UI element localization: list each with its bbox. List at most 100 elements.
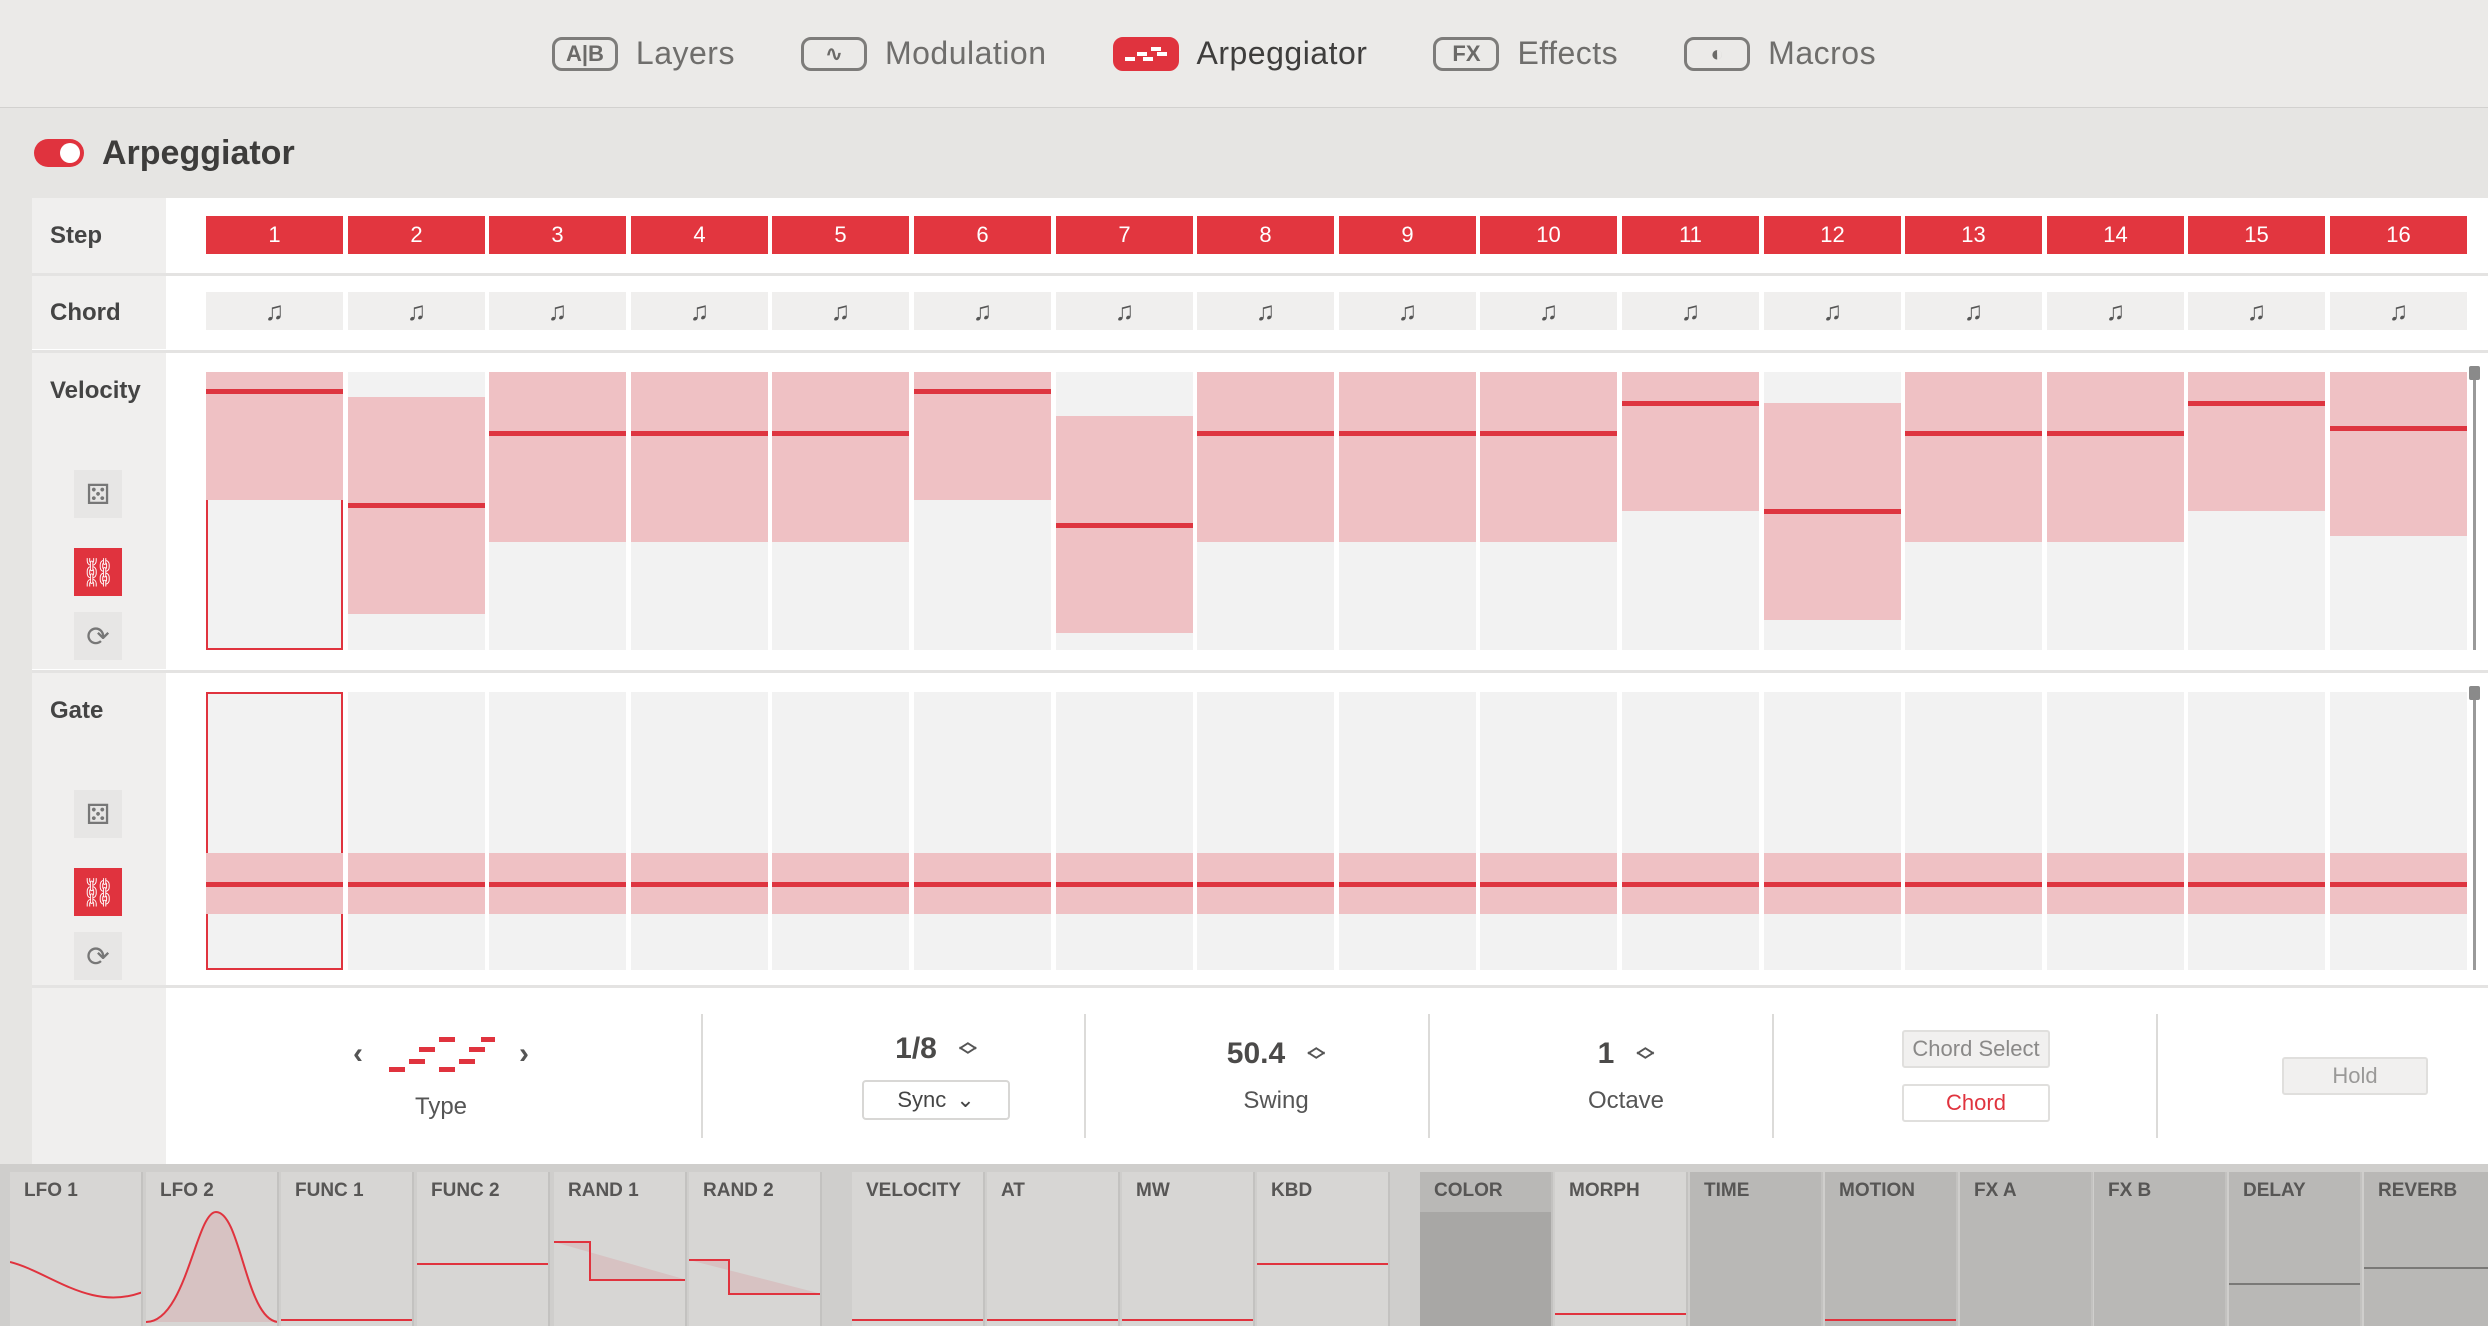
- mod-source-time[interactable]: TIME: [1690, 1172, 1823, 1326]
- gate-value-line[interactable]: [1905, 882, 2042, 887]
- velocity-refresh-icon[interactable]: ⟳: [74, 612, 122, 660]
- chord-step-3[interactable]: ♫: [489, 292, 626, 330]
- gate-value-line[interactable]: [1056, 882, 1193, 887]
- gate-step-6[interactable]: [914, 692, 1051, 970]
- velocity-link-icon[interactable]: ⛓: [74, 548, 122, 596]
- step-number-16[interactable]: 16: [2330, 216, 2467, 254]
- velocity-step-4[interactable]: [631, 372, 768, 650]
- rate-value[interactable]: 1/8: [895, 1032, 937, 1065]
- velocity-value-line[interactable]: [1764, 509, 1901, 514]
- gate-value-line[interactable]: [1764, 882, 1901, 887]
- chord-step-13[interactable]: ♫: [1905, 292, 2042, 330]
- gate-value-line[interactable]: [914, 882, 1051, 887]
- velocity-step-14[interactable]: [2047, 372, 2184, 650]
- chord-button[interactable]: Chord: [1902, 1084, 2050, 1122]
- gate-value-line[interactable]: [489, 882, 626, 887]
- gate-step-13[interactable]: [1905, 692, 2042, 970]
- gate-value-line[interactable]: [772, 882, 909, 887]
- swing-value[interactable]: 50.4: [1226, 1037, 1286, 1070]
- velocity-step-6[interactable]: [914, 372, 1051, 650]
- step-number-11[interactable]: 11: [1622, 216, 1759, 254]
- velocity-value-line[interactable]: [489, 431, 626, 436]
- mod-source-reverb[interactable]: REVERB: [2364, 1172, 2488, 1326]
- chord-step-2[interactable]: ♫: [348, 292, 485, 330]
- type-prev-chevron-left-icon[interactable]: ‹: [353, 1037, 363, 1070]
- mod-source-rand-1[interactable]: RAND 1: [554, 1172, 687, 1326]
- gate-value-line[interactable]: [1622, 882, 1759, 887]
- chord-step-10[interactable]: ♫: [1480, 292, 1617, 330]
- mod-source-lfo-2[interactable]: LFO 2: [146, 1172, 279, 1326]
- mod-source-func-2[interactable]: FUNC 2: [417, 1172, 550, 1326]
- hold-button[interactable]: Hold: [2282, 1057, 2428, 1095]
- chord-step-6[interactable]: ♫: [914, 292, 1051, 330]
- step-number-4[interactable]: 4: [631, 216, 768, 254]
- mod-source-lfo-1[interactable]: LFO 1: [10, 1172, 143, 1326]
- velocity-value-line[interactable]: [772, 431, 909, 436]
- mod-source-fx-a[interactable]: FX A: [1960, 1172, 2093, 1326]
- gate-value-line[interactable]: [348, 882, 485, 887]
- gate-step-11[interactable]: [1622, 692, 1759, 970]
- chord-step-15[interactable]: ♫: [2188, 292, 2325, 330]
- gate-step-3[interactable]: [489, 692, 626, 970]
- step-number-3[interactable]: 3: [489, 216, 626, 254]
- gate-value-line[interactable]: [631, 882, 768, 887]
- gate-step-7[interactable]: [1056, 692, 1193, 970]
- gate-loop-end-handle[interactable]: [2469, 686, 2480, 970]
- gate-value-line[interactable]: [1480, 882, 1617, 887]
- velocity-value-line[interactable]: [1056, 523, 1193, 528]
- mod-source-at[interactable]: AT: [987, 1172, 1120, 1326]
- step-number-15[interactable]: 15: [2188, 216, 2325, 254]
- velocity-step-11[interactable]: [1622, 372, 1759, 650]
- octave-stepper-icon[interactable]: ︿ ﹀: [1636, 1037, 1655, 1071]
- arpeggiator-toggle[interactable]: [34, 139, 84, 167]
- step-number-14[interactable]: 14: [2047, 216, 2184, 254]
- gate-step-16[interactable]: [2330, 692, 2467, 970]
- chord-step-9[interactable]: ♫: [1339, 292, 1476, 330]
- mod-source-func-1[interactable]: FUNC 1: [281, 1172, 414, 1326]
- gate-step-9[interactable]: [1339, 692, 1476, 970]
- tab-layers[interactable]: A|B Layers: [551, 35, 735, 72]
- type-next-chevron-right-icon[interactable]: ›: [519, 1037, 529, 1070]
- mod-source-motion[interactable]: MOTION: [1825, 1172, 1958, 1326]
- swing-stepper-icon[interactable]: ︿ ﹀: [1307, 1037, 1326, 1071]
- gate-step-15[interactable]: [2188, 692, 2325, 970]
- gate-step-14[interactable]: [2047, 692, 2184, 970]
- step-number-12[interactable]: 12: [1764, 216, 1901, 254]
- velocity-step-15[interactable]: [2188, 372, 2325, 650]
- sync-dropdown[interactable]: Sync ⌄: [862, 1080, 1010, 1120]
- gate-randomize-dice-icon[interactable]: ⚄: [74, 790, 122, 838]
- velocity-step-13[interactable]: [1905, 372, 2042, 650]
- velocity-value-line[interactable]: [1197, 431, 1334, 436]
- gate-value-line[interactable]: [206, 882, 343, 887]
- velocity-value-line[interactable]: [1339, 431, 1476, 436]
- mod-source-morph[interactable]: MORPH: [1555, 1172, 1688, 1326]
- chord-step-16[interactable]: ♫: [2330, 292, 2467, 330]
- gate-value-line[interactable]: [1339, 882, 1476, 887]
- chord-step-14[interactable]: ♫: [2047, 292, 2184, 330]
- gate-value-line[interactable]: [2047, 882, 2184, 887]
- step-number-6[interactable]: 6: [914, 216, 1051, 254]
- gate-step-8[interactable]: [1197, 692, 1334, 970]
- chord-step-12[interactable]: ♫: [1764, 292, 1901, 330]
- velocity-value-line[interactable]: [1905, 431, 2042, 436]
- velocity-step-12[interactable]: [1764, 372, 1901, 650]
- velocity-step-5[interactable]: [772, 372, 909, 650]
- tab-modulation[interactable]: ∿ Modulation: [800, 35, 1047, 72]
- gate-step-10[interactable]: [1480, 692, 1617, 970]
- velocity-step-2[interactable]: [348, 372, 485, 650]
- step-number-13[interactable]: 13: [1905, 216, 2042, 254]
- step-number-2[interactable]: 2: [348, 216, 485, 254]
- gate-step-12[interactable]: [1764, 692, 1901, 970]
- step-number-1[interactable]: 1: [206, 216, 343, 254]
- velocity-value-line[interactable]: [1480, 431, 1617, 436]
- gate-refresh-icon[interactable]: ⟳: [74, 932, 122, 980]
- chord-step-7[interactable]: ♫: [1056, 292, 1193, 330]
- tab-effects[interactable]: FX Effects: [1433, 35, 1618, 72]
- velocity-value-line[interactable]: [631, 431, 768, 436]
- chord-select-button[interactable]: Chord Select: [1902, 1030, 2050, 1068]
- velocity-step-10[interactable]: [1480, 372, 1617, 650]
- gate-value-line[interactable]: [2188, 882, 2325, 887]
- chord-step-5[interactable]: ♫: [772, 292, 909, 330]
- tab-arpeggiator[interactable]: Arpeggiator: [1112, 35, 1368, 72]
- step-number-5[interactable]: 5: [772, 216, 909, 254]
